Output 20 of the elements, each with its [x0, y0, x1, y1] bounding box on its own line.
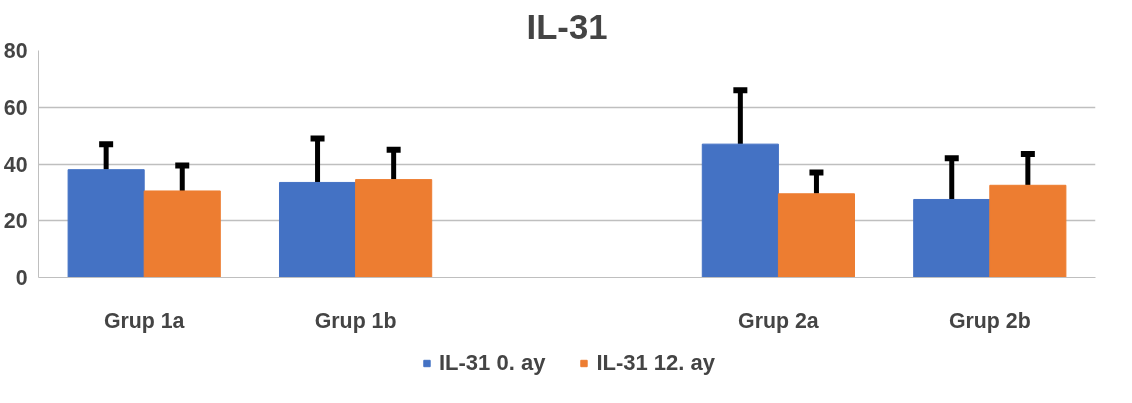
- y-tick-label: 0: [15, 266, 28, 290]
- bar: [989, 184, 1067, 278]
- bar: [701, 143, 779, 278]
- y-tick-label: 20: [3, 209, 28, 234]
- legend-label: IL-31 12. ay: [596, 349, 716, 376]
- bar: [67, 169, 145, 278]
- bar: [355, 179, 433, 278]
- x-tick-label: Grup 1b: [314, 308, 397, 333]
- y-tick-label: 80: [3, 39, 28, 63]
- bar: [279, 181, 357, 278]
- x-tick-label: Grup 2a: [738, 308, 819, 333]
- bar: [777, 193, 855, 278]
- x-tick-label: Grup 1a: [103, 308, 185, 333]
- bar: [913, 198, 991, 278]
- bar: [143, 190, 221, 278]
- y-tick-label: 40: [3, 152, 28, 177]
- chart-title: IL-31: [526, 7, 608, 46]
- legend-label: IL-31 0. ay: [438, 349, 546, 376]
- y-tick-label: 60: [3, 95, 28, 120]
- x-tick-label: Grup 2b: [948, 308, 1031, 333]
